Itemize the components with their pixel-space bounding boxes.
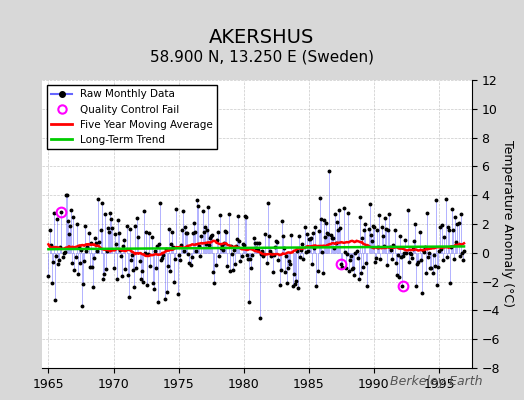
Legend: Raw Monthly Data, Quality Control Fail, Five Year Moving Average, Long-Term Tren: Raw Monthly Data, Quality Control Fail, …	[47, 85, 217, 149]
Text: AKERSHUS: AKERSHUS	[209, 28, 315, 47]
Y-axis label: Temperature Anomaly (°C): Temperature Anomaly (°C)	[501, 140, 514, 308]
Text: Berkeley Earth: Berkeley Earth	[389, 375, 482, 388]
Text: 58.900 N, 13.250 E (Sweden): 58.900 N, 13.250 E (Sweden)	[150, 50, 374, 65]
